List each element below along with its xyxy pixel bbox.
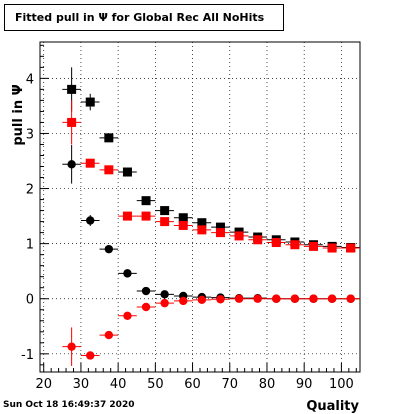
chart-title: Fitted pull in Ψ for Global Rec All NoHi… bbox=[4, 4, 284, 31]
data-point-square bbox=[346, 243, 356, 253]
data-point-square bbox=[290, 240, 300, 250]
data-point-square bbox=[160, 217, 170, 227]
data-point-circle bbox=[327, 294, 337, 303]
data-point-square bbox=[85, 97, 95, 107]
data-point-circle bbox=[67, 342, 76, 351]
x-tick-label: 70 bbox=[221, 377, 238, 392]
y-tick-label: 2 bbox=[26, 183, 34, 198]
data-series bbox=[62, 67, 360, 366]
data-point-circle bbox=[160, 290, 169, 299]
data-point-square bbox=[122, 211, 132, 221]
data-point-circle bbox=[346, 294, 355, 303]
x-tick-label: 50 bbox=[147, 377, 164, 392]
data-point-circle bbox=[67, 160, 76, 169]
y-tick-label: 3 bbox=[26, 127, 34, 142]
data-point-circle bbox=[86, 216, 95, 225]
series-3 bbox=[62, 294, 360, 366]
x-tick-label: 80 bbox=[259, 377, 276, 392]
data-point-square bbox=[160, 206, 170, 216]
x-axis-label: Quality bbox=[306, 399, 359, 414]
data-point-square bbox=[271, 238, 281, 248]
plot-frame bbox=[39, 41, 361, 373]
x-tick-label: 40 bbox=[110, 377, 127, 392]
data-point-square bbox=[327, 243, 337, 253]
data-point-circle bbox=[123, 311, 132, 321]
data-point-square bbox=[85, 158, 95, 168]
data-point-square bbox=[253, 235, 263, 245]
x-tick-label: 100 bbox=[329, 377, 354, 392]
data-point-circle bbox=[141, 286, 151, 296]
data-point-square bbox=[234, 231, 244, 241]
data-point-circle bbox=[309, 294, 318, 303]
data-point-circle bbox=[104, 244, 114, 254]
timestamp-label: Sun Oct 18 16:49:37 2020 bbox=[3, 400, 135, 410]
y-tick-label: 1 bbox=[26, 238, 34, 253]
data-point-circle bbox=[197, 295, 207, 305]
data-point-square bbox=[122, 167, 132, 177]
data-point-square bbox=[197, 218, 207, 228]
data-point-square bbox=[104, 165, 114, 175]
y-tick-label: 0 bbox=[26, 293, 34, 308]
data-point-circle bbox=[141, 302, 151, 312]
data-point-circle bbox=[160, 298, 169, 308]
data-point-square bbox=[104, 133, 114, 143]
data-point-circle bbox=[216, 295, 225, 304]
axis-ticks: 20 30 40 50 60 70 80 90 100 -1 0 1 2 3 4 bbox=[21, 44, 357, 392]
data-point-circle bbox=[104, 330, 114, 340]
y-axis-label: pull in Ψ bbox=[11, 84, 26, 145]
data-point-circle bbox=[272, 294, 281, 303]
data-point-square bbox=[178, 220, 188, 230]
y-tick-label: 4 bbox=[26, 72, 34, 87]
data-point-square bbox=[67, 117, 77, 127]
x-tick-label: 60 bbox=[184, 377, 201, 392]
data-point-circle bbox=[179, 296, 188, 306]
data-point-square bbox=[141, 211, 151, 221]
data-point-square bbox=[141, 196, 151, 206]
data-point-circle bbox=[123, 269, 132, 278]
data-point-square bbox=[197, 225, 207, 235]
data-point-circle bbox=[234, 294, 244, 303]
y-tick-label: -1 bbox=[21, 348, 34, 363]
data-point-square bbox=[67, 84, 77, 94]
data-point-square bbox=[215, 228, 225, 238]
x-tick-label: 30 bbox=[73, 377, 90, 392]
data-point-circle bbox=[253, 294, 262, 303]
data-point-square bbox=[215, 222, 225, 232]
data-point-circle bbox=[290, 294, 300, 303]
x-tick-label: 90 bbox=[296, 377, 313, 392]
series-1 bbox=[62, 100, 360, 253]
data-point-square bbox=[178, 213, 188, 223]
x-tick-label: 20 bbox=[35, 377, 52, 392]
data-point-circle bbox=[86, 351, 95, 360]
data-point-square bbox=[308, 241, 318, 251]
